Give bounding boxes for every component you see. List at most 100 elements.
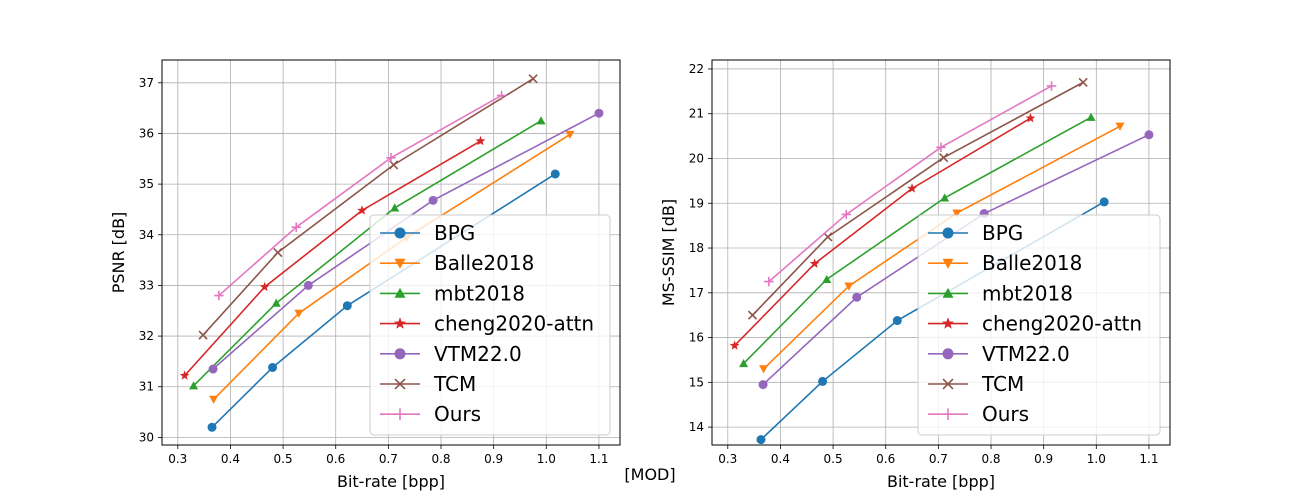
series-line-tcm [751,81,1084,316]
y-tick-label: 21 [689,107,704,121]
x-tick-label: 1.1 [1139,452,1158,466]
y-tick-label: 19 [689,196,704,210]
y-tick-label: 34 [139,228,154,242]
data-point-ours [764,276,774,287]
series-line-mbt2018 [193,120,542,387]
data-point-cheng2020-attn [357,205,367,215]
data-point-ours [936,142,946,153]
data-point-cheng2020-attn [809,258,820,268]
y-tick-label: 17 [689,286,704,300]
axes-frame [161,59,621,446]
legend-label: Balle2018 [982,251,1082,275]
data-point-mbt2018 [390,203,400,212]
x-tick-label: 0.8 [981,452,1000,466]
legend-marker [942,378,954,390]
x-axis-label: Bit-rate [bpp] [337,472,445,491]
y-tick-label: 20 [689,151,704,165]
y-tick-label: 22 [689,62,704,76]
x-tick-label: 0.9 [484,452,503,466]
legend-marker [942,227,954,239]
legend-label: mbt2018 [982,281,1073,305]
legend-label: VTM22.0 [434,342,522,366]
x-tick-label: 0.4 [771,452,790,466]
legend-item-cheng2020-attn: cheng2020-attn [928,312,1142,336]
data-point-mbt2018 [189,381,199,390]
data-point-balle2018 [952,209,962,218]
y-tick-label: 31 [139,380,154,394]
legend-item-vtm22-0: VTM22.0 [380,342,522,366]
legend-box [369,214,611,436]
series-balle2018 [759,122,1125,374]
legend-marker [393,317,407,329]
data-point-balle2018 [565,130,575,139]
legend-label: VTM22.0 [982,342,1070,366]
data-point-vtm22-0 [852,292,862,302]
legend-label: cheng2020-attn [434,312,594,336]
data-point-mbt2018 [1086,112,1096,121]
data-point-tcm [1078,77,1088,87]
series-mbt2018 [739,112,1096,368]
data-point-cheng2020-attn [179,370,190,380]
data-point-balle2018 [844,282,854,291]
data-point-mbt2018 [536,116,546,125]
series-mbt2018 [189,116,546,390]
x-tick-label: 0.7 [929,452,948,466]
legend-label: BPG [434,221,475,245]
psnr-chart: 0.3 0.4 0.5 0.6 0.7 0.8 0.9 1.0 1.1 30 31 32 33 34 35 3… [109,59,621,491]
data-point-tcm [823,232,833,242]
data-point-mbt2018 [271,298,281,307]
series-line-ours [768,85,1052,283]
data-point-balle2018 [209,395,219,404]
legend-label: TCM [981,372,1024,396]
legend-marker [394,408,406,420]
legend-marker [394,287,406,298]
data-point-cheng2020-attn [259,281,270,292]
series-line-balle2018 [763,125,1121,370]
series-line-mbt2018 [743,116,1092,365]
data-point-vtm22-0 [1144,130,1154,140]
legend-marker [394,227,406,239]
legend-marker [942,408,954,420]
legend-item-tcm: TCM [928,372,1024,396]
data-point-ours [214,290,224,301]
x-tick-label: 0.5 [824,452,843,466]
legend-item-bpg: BPG [928,221,1023,245]
y-tick-label: 18 [689,241,704,255]
y-tick-label: 35 [139,177,154,191]
data-point-vtm22-0 [208,364,218,374]
legend-item-balle2018: Balle2018 [928,251,1082,275]
footer-mod-label: [MOD] [624,465,675,484]
series-line-ours [218,94,502,297]
series-line-cheng2020-attn [734,117,1031,347]
legend-label: Ours [982,402,1029,426]
data-point-balle2018 [1115,122,1125,131]
data-point-tcm [939,152,949,163]
data-point-balle2018 [759,365,769,374]
data-point-bpg [207,422,217,432]
x-tick-label: 0.6 [876,452,895,466]
data-point-cheng2020-attn [729,340,740,350]
x-tick-label: 0.4 [221,452,240,466]
y-tick-label: 36 [139,126,154,140]
legend-label: BPG [982,221,1023,245]
data-point-mbt2018 [739,359,749,368]
x-tick-label: 1.0 [1087,452,1106,466]
series-cheng2020-attn [179,135,486,380]
x-tick-label: 1.1 [589,452,608,466]
data-point-bpg [268,362,278,372]
x-tick-label: 0.9 [1034,452,1053,466]
data-point-vtm22-0 [303,280,313,290]
data-point-ours [291,222,301,232]
legend-label: Balle2018 [434,251,534,275]
legend-item-ours: Ours [928,402,1029,426]
data-point-cheng2020-attn [907,183,917,193]
legend-label: mbt2018 [434,281,525,305]
series-tcm [198,74,538,340]
data-point-ours [386,153,396,163]
legend-marker [942,258,954,269]
legend-marker [942,287,954,298]
series-cheng2020-attn [729,113,1036,350]
data-point-balle2018 [294,309,304,318]
legend-item-balle2018: Balle2018 [380,251,534,275]
data-point-cheng2020-attn [1025,113,1036,123]
